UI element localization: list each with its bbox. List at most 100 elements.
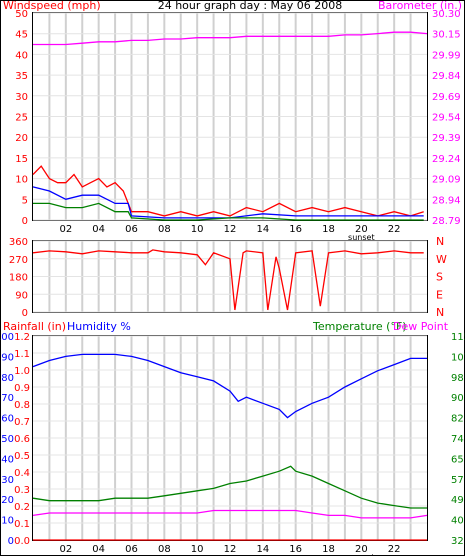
rainfall-axis-label: Rainfall (in)	[3, 320, 66, 333]
barometer-tick-label: 28.94	[432, 195, 461, 206]
x-tick-label: 06	[125, 224, 138, 235]
direction-tick-label: 270	[9, 255, 28, 266]
x-tick-label: 10	[191, 544, 204, 555]
x-tick-label: 14	[256, 544, 269, 555]
temperature-tick-label: 74	[451, 434, 464, 445]
humidity-tick-label: 30	[1, 475, 14, 486]
wind-line	[32, 165, 424, 217]
wind-tick-label: 35	[15, 71, 28, 82]
x-tick-label: 18	[322, 544, 335, 555]
dew-point-line	[32, 509, 428, 519]
x-tick-label: 08	[158, 544, 171, 555]
rainfall-tick-label: 0.8	[14, 400, 30, 411]
barometer-tick-label: 29.24	[432, 154, 461, 165]
wind-line	[32, 186, 424, 219]
x-tick-label: 20	[355, 544, 368, 555]
temperature-tick-label: 115	[451, 332, 465, 343]
rainfall-tick-label: 0.0	[14, 536, 30, 547]
compass-label: E	[436, 288, 443, 301]
temperature-tick-label: 49	[451, 495, 464, 506]
x-tick-label: 10	[191, 224, 204, 235]
x-tick-label: 14	[256, 224, 269, 235]
sunset-label: sunset	[348, 233, 375, 242]
temperature-tick-label: 65	[451, 454, 464, 465]
temperature-tick-label: 98	[451, 373, 464, 384]
compass-label: N	[436, 235, 444, 248]
temperature-tick-label: 90	[451, 393, 464, 404]
x-tick-label: 18	[322, 224, 335, 235]
wind-tick-label: 50	[15, 9, 28, 20]
rainfall-tick-label: 0.3	[14, 485, 30, 496]
temperature-axis-label: Temperature (°F)	[312, 320, 407, 333]
direction-tick-label: 360	[9, 237, 28, 248]
compass-label: W	[436, 253, 447, 266]
x-tick-label: 12	[224, 544, 237, 555]
x-tick-label: 04	[92, 544, 105, 555]
wind-direction-line	[32, 249, 424, 311]
rainfall-tick-label: 1.1	[14, 349, 30, 360]
humidity-tick-label: 50	[1, 434, 14, 445]
rainfall-tick-label: 0.4	[14, 468, 30, 479]
x-tick-label: 22	[388, 224, 401, 235]
barometer-tick-label: 30.15	[432, 30, 461, 41]
barometer-tick-label: 29.69	[432, 92, 461, 103]
x-tick-label: 12	[224, 224, 237, 235]
wind-tick-label: 25	[15, 113, 28, 124]
temperature-tick-label: 82	[451, 414, 464, 425]
temperature-tick-label: 107	[451, 352, 465, 363]
barometer-tick-label: 29.99	[432, 50, 461, 61]
dew-point-axis-label: Dew Point	[393, 320, 449, 333]
x-tick-label: 02	[59, 544, 72, 555]
humidity-tick-label: 90	[1, 352, 14, 363]
temperature-line	[32, 465, 427, 509]
humidity-tick-label: 20	[1, 495, 14, 506]
rainfall-tick-label: 0.6	[14, 434, 30, 445]
x-tick-label: 16	[289, 224, 302, 235]
barometer-tick-label: 28.79	[432, 216, 461, 227]
wind-line	[33, 202, 424, 221]
wind-tick-label: 40	[15, 50, 28, 61]
humidity-tick-label: 60	[1, 414, 14, 425]
humidity-tick-label: 100	[0, 332, 14, 343]
direction-tick-label: 90	[15, 290, 28, 301]
humidity-axis-label: Humidity %	[67, 320, 131, 333]
humidity-tick-label: 70	[1, 393, 14, 404]
wind-tick-label: 20	[15, 133, 28, 144]
temperature-tick-label: 57	[451, 475, 464, 486]
compass-label: N	[436, 306, 444, 319]
humidity-tick-label: 40	[1, 454, 14, 465]
barometer-tick-label: 29.09	[432, 175, 461, 186]
barometer-line	[33, 31, 428, 46]
x-tick-label: 22	[388, 544, 401, 555]
humidity-line	[32, 353, 427, 419]
rainfall-tick-label: 0.7	[14, 417, 30, 428]
temperature-tick-label: 32	[451, 536, 464, 547]
wind-tick-label: 30	[15, 92, 28, 103]
compass-label: S	[436, 271, 443, 284]
x-tick-label: 04	[92, 224, 105, 235]
humidity-tick-label: 0	[8, 536, 14, 547]
barometer-tick-label: 29.84	[432, 71, 461, 82]
humidity-tick-label: 10	[1, 516, 14, 527]
x-tick-label: 16	[289, 544, 302, 555]
wind-tick-label: 0	[22, 216, 28, 227]
wind-axis-label: Windspeed (mph)	[3, 0, 101, 12]
sunset-label: sunset	[348, 553, 375, 556]
rainfall-tick-label: 0.1	[14, 519, 30, 530]
x-tick-label: 08	[158, 224, 171, 235]
wind-tick-label: 5	[22, 195, 28, 206]
barometer-tick-label: 29.39	[432, 133, 461, 144]
wind-tick-label: 45	[15, 30, 28, 41]
rainfall-tick-label: 1.2	[14, 332, 30, 343]
direction-tick-label: 0	[22, 308, 28, 319]
rainfall-tick-label: 1.0	[14, 366, 30, 377]
x-tick-label: 06	[125, 544, 138, 555]
barometer-tick-label: 29.54	[432, 113, 461, 124]
temperature-tick-label: 40	[451, 516, 464, 527]
wind-tick-label: 10	[15, 175, 28, 186]
humidity-tick-label: 80	[1, 373, 14, 384]
wind-tick-label: 15	[15, 154, 28, 165]
page-title: 24 hour graph day : May 06 2008	[158, 0, 343, 12]
x-tick-label: 20	[355, 224, 368, 235]
